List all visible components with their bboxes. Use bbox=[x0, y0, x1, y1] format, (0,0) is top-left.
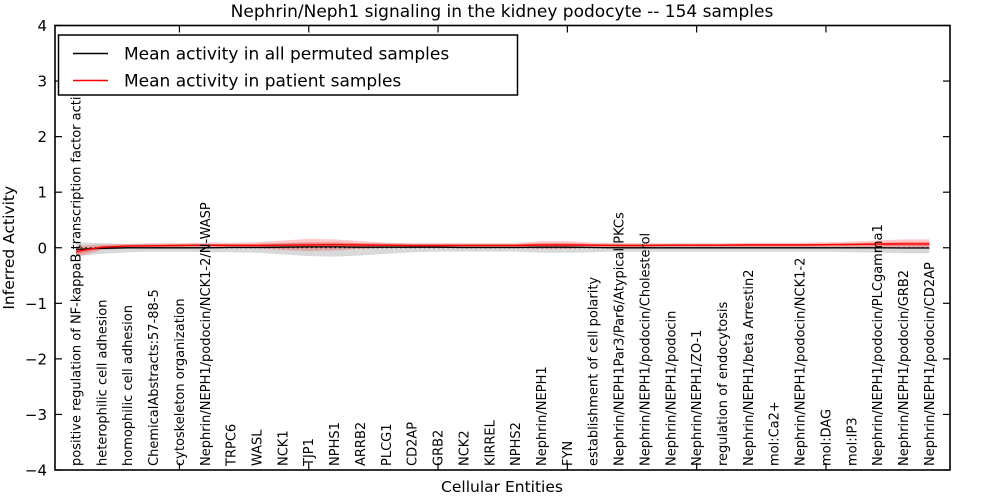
x-tick-label: Nephrin/NEPH1/podocin/Cholesterol bbox=[638, 233, 653, 466]
y-tick-label: −4 bbox=[25, 462, 47, 480]
x-tick-label: establishment of cell polarity bbox=[587, 277, 602, 466]
permuted-mean-line bbox=[75, 246, 930, 251]
x-tick-label: Nephrin/NEPH1/podocin/NCK1-2 bbox=[794, 258, 809, 466]
x-tick-label: PLCG1 bbox=[380, 423, 395, 466]
x-tick-label: Nephrin/NEPH1Par3/Par6/Atypical PKCs bbox=[613, 212, 628, 466]
x-tick-label: KIRREL bbox=[483, 419, 498, 466]
x-tick-label: ChemicalAbstracts:57-88-5 bbox=[147, 289, 162, 466]
x-tick-label: heterophilic cell adhesion bbox=[95, 300, 110, 467]
x-tick-label: mol:DAG bbox=[820, 409, 835, 466]
x-tick-label: NPHS1 bbox=[328, 422, 343, 466]
x-tick-label: Nephrin/NEPH1/ZO-1 bbox=[690, 330, 705, 466]
legend-box bbox=[57, 34, 519, 96]
x-tick-label: Nephrin/NEPH1/podocin/PLCgamma1 bbox=[871, 224, 886, 466]
x-tick-label: homophilic cell adhesion bbox=[121, 305, 136, 466]
y-tick-label: −2 bbox=[25, 350, 47, 368]
x-tick-label: Nephrin/NEPH1/podocin/CD2AP bbox=[923, 262, 938, 466]
x-tick-label: mol:Ca2+ bbox=[768, 401, 783, 466]
x-axis-label: Cellular Entities bbox=[441, 478, 563, 496]
y-tick-label: 1 bbox=[37, 184, 47, 202]
x-tick-label: GRB2 bbox=[432, 430, 447, 466]
y-tick-label: 4 bbox=[37, 17, 47, 35]
x-tick-label: Nephrin/NEPH1/podocin bbox=[664, 311, 679, 466]
x-tick-label: NCK2 bbox=[457, 430, 472, 466]
y-tick-label: 3 bbox=[37, 73, 47, 91]
y-tick-label: 0 bbox=[37, 239, 47, 257]
x-tick-label: TRPC6 bbox=[225, 424, 240, 467]
x-tick-label: Nephrin/NEPH1/podocin/NCK1-2/N-WASP bbox=[199, 202, 214, 466]
x-tick-label: positive regulation of NF-kappaB transcr… bbox=[70, 72, 85, 466]
y-axis-label: Inferred Activity bbox=[0, 186, 18, 310]
x-tick-label: regulation of endocytosis bbox=[716, 301, 731, 466]
x-tick-label: FYN bbox=[561, 441, 576, 466]
x-tick-label: Nephrin/NEPH1/podocin/GRB2 bbox=[897, 270, 912, 466]
y-tick-label: −3 bbox=[25, 406, 47, 424]
plot-area: −4 −3 −2 −1 0 1 2 3 4 positive regulation of NF-k… bbox=[25, 17, 951, 480]
y-tick-label: −1 bbox=[25, 295, 47, 313]
chart-title: Nephrin/Neph1 signaling in the kidney po… bbox=[231, 2, 774, 22]
x-tick-label: WASL bbox=[251, 429, 266, 466]
patient-mean-line bbox=[75, 243, 930, 253]
legend-label-patient-samples: Mean activity in patient samples bbox=[124, 72, 401, 92]
x-tick-label: ARRB2 bbox=[354, 422, 369, 466]
x-tick-label: Nephrin/NEPH1/beta Arrestin2 bbox=[742, 270, 757, 467]
x-tick-label: cytoskeleton organization bbox=[173, 298, 188, 466]
x-tick-label: NPHS2 bbox=[509, 422, 524, 466]
legend: Mean activity in all permuted samples Me… bbox=[57, 34, 519, 96]
legend-label-permuted-samples: Mean activity in all permuted samples bbox=[124, 45, 449, 65]
x-tick-label: mol:IP3 bbox=[845, 417, 860, 466]
plot-frame bbox=[54, 24, 951, 471]
y-tick-label: 2 bbox=[37, 128, 47, 146]
x-tick-label: CD2AP bbox=[406, 422, 421, 466]
x-tick-label: TJP1 bbox=[302, 438, 317, 467]
x-tick-label: NCK1 bbox=[276, 430, 291, 466]
x-tick-label: Nephrin/NEPH1 bbox=[535, 366, 550, 466]
patient-samples-spread-band bbox=[76, 238, 930, 258]
